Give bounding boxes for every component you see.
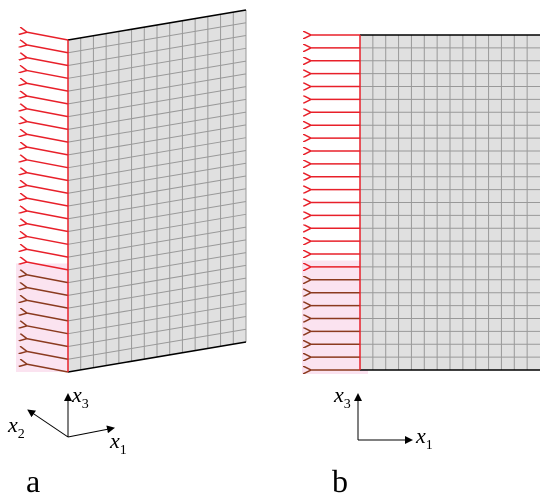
panel-label: a [26,463,40,499]
axis-label: x3 [333,382,351,412]
axis-x1 [67,425,115,438]
arrow [26,185,69,194]
axis-label: x3 [71,382,89,412]
arrow [26,287,69,297]
arrow [26,262,69,271]
subscript: 3 [82,397,89,412]
arrow [26,58,69,67]
arrow [26,121,69,131]
arrow [26,83,69,92]
edge [67,341,247,373]
axis-x2 [27,409,69,438]
arrow [26,300,69,309]
axes-b [354,393,413,444]
plate-b [302,35,540,374]
arrow [26,313,69,322]
arrow [26,96,69,105]
arrow [26,160,69,169]
symbol: x [109,428,120,453]
arrow [26,236,69,246]
subscript: 3 [344,397,351,412]
axis-label: x2 [7,412,25,442]
edge [67,9,247,41]
subscript: 1 [426,438,433,453]
arrow [26,32,69,41]
highlight [16,263,68,372]
symbol: x [333,382,344,407]
arrow [26,172,69,182]
panel-label: b [332,463,348,499]
arrow [26,147,69,156]
arrow [26,275,69,284]
subscript: 1 [120,443,127,458]
arrow [26,134,69,143]
arrow [26,70,69,80]
plate-a [16,9,247,373]
axis-label: x1 [109,428,127,458]
symbol: x [7,412,18,437]
arrow [26,198,69,207]
arrow [26,364,69,373]
arrow [26,109,69,118]
arrow [26,326,69,335]
axis-label: x1 [415,423,433,453]
axes-a [27,393,115,438]
arrow [26,351,69,360]
arrow [26,338,69,348]
symbol: x [71,382,82,407]
arrow [26,249,69,258]
arrow [26,45,69,54]
subscript: 2 [18,427,25,442]
arrow [26,224,69,233]
symbol: x [415,423,426,448]
arrow [26,211,69,220]
